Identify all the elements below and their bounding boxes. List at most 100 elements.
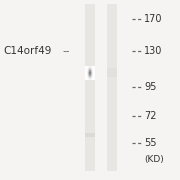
Bar: [92, 66, 93, 67]
Bar: [91, 76, 92, 77]
Bar: [87, 79, 88, 80]
Bar: [93, 67, 94, 68]
Bar: [89, 75, 90, 76]
Bar: [85, 79, 86, 80]
Bar: [86, 69, 87, 70]
Bar: [107, 4, 117, 171]
Bar: [93, 79, 94, 80]
Bar: [89, 70, 90, 71]
Bar: [93, 68, 94, 69]
Bar: [91, 74, 92, 75]
Bar: [89, 79, 90, 80]
Bar: [92, 71, 93, 72]
Bar: [88, 66, 89, 67]
Bar: [93, 72, 94, 73]
Bar: [93, 77, 94, 78]
Bar: [89, 68, 90, 69]
Bar: [94, 70, 95, 71]
Bar: [91, 75, 92, 76]
Bar: [107, 68, 117, 77]
Bar: [90, 69, 91, 70]
Bar: [93, 74, 94, 75]
Bar: [94, 73, 95, 74]
Bar: [90, 74, 91, 75]
Bar: [91, 67, 92, 68]
Text: --: --: [62, 46, 70, 56]
Bar: [86, 67, 87, 68]
Text: (KD): (KD): [144, 155, 164, 164]
Text: 170: 170: [144, 14, 163, 24]
Bar: [89, 69, 90, 70]
Bar: [90, 68, 91, 69]
Bar: [93, 73, 94, 74]
Bar: [86, 75, 87, 76]
Bar: [89, 78, 90, 79]
Bar: [85, 77, 86, 78]
Bar: [89, 71, 90, 72]
Bar: [93, 69, 94, 70]
Text: 95: 95: [144, 82, 156, 92]
Bar: [92, 69, 93, 70]
Bar: [88, 68, 89, 69]
Bar: [94, 77, 95, 78]
Bar: [93, 66, 94, 67]
Text: 130: 130: [144, 46, 162, 56]
Bar: [92, 68, 93, 69]
Bar: [87, 69, 88, 70]
Bar: [94, 66, 95, 67]
Bar: [90, 67, 91, 68]
Bar: [94, 67, 95, 68]
Bar: [87, 67, 88, 68]
Bar: [87, 78, 88, 79]
Bar: [91, 66, 92, 67]
Bar: [85, 67, 86, 68]
Bar: [85, 66, 86, 67]
Bar: [94, 68, 95, 69]
Bar: [85, 75, 86, 76]
Bar: [85, 72, 86, 73]
Bar: [85, 74, 86, 75]
Bar: [85, 78, 86, 79]
Bar: [90, 73, 91, 74]
Bar: [89, 77, 90, 78]
Bar: [94, 69, 95, 70]
Bar: [90, 76, 91, 77]
Bar: [92, 77, 93, 78]
Bar: [88, 71, 89, 72]
Bar: [91, 71, 92, 72]
Bar: [92, 73, 93, 74]
Bar: [90, 77, 91, 78]
Bar: [90, 66, 91, 67]
Bar: [88, 73, 89, 74]
Bar: [88, 77, 89, 78]
Bar: [88, 75, 89, 76]
Bar: [91, 73, 92, 74]
Bar: [86, 73, 87, 74]
Bar: [86, 79, 87, 80]
Bar: [86, 72, 87, 73]
Bar: [88, 67, 89, 68]
Bar: [86, 68, 87, 69]
Bar: [90, 79, 91, 80]
Bar: [92, 76, 93, 77]
Bar: [86, 76, 87, 77]
Bar: [85, 70, 86, 71]
Bar: [86, 74, 87, 75]
Text: 55: 55: [144, 138, 156, 148]
Bar: [86, 71, 87, 72]
Bar: [94, 76, 95, 77]
Bar: [85, 133, 95, 137]
Bar: [92, 75, 93, 76]
Bar: [87, 70, 88, 71]
Bar: [87, 75, 88, 76]
Bar: [87, 73, 88, 74]
Bar: [90, 75, 91, 76]
Bar: [90, 70, 91, 71]
Bar: [92, 70, 93, 71]
Bar: [85, 71, 86, 72]
Text: C14orf49: C14orf49: [4, 46, 52, 56]
Bar: [87, 77, 88, 78]
Bar: [89, 73, 90, 74]
Bar: [89, 76, 90, 77]
Bar: [90, 71, 91, 72]
